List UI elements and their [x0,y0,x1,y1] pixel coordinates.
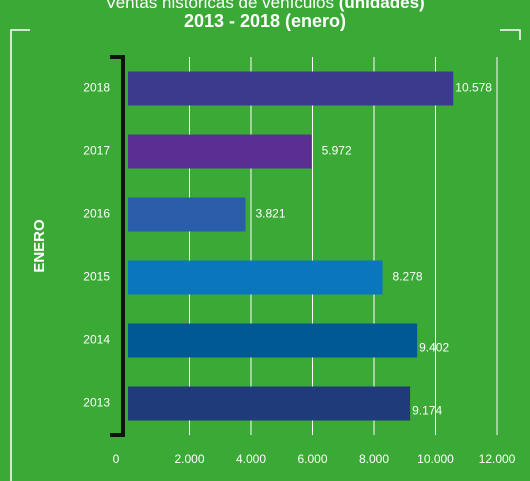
frame [10,29,521,481]
bracket [110,55,125,437]
bar [128,197,246,232]
chart-subtitle: 2013 - 2018 (enero) [184,11,346,31]
y-axis-label: ENERO [31,219,48,273]
value-label: 5.972 [322,144,352,158]
y-tick-label: 2016 [83,207,110,221]
value-label: 10.578 [455,81,492,95]
value-label: 9.402 [419,341,449,355]
y-tick-label: 2013 [83,396,110,410]
bar [128,134,312,169]
x-tick-label: 2.000 [174,452,204,466]
y-tick-label: 2017 [83,144,110,158]
chart-title: Ventas históricas de vehículos (unidades… [105,0,424,12]
bar [128,323,418,358]
title-text: Ventas históricas de vehículos [105,0,334,12]
x-tick-label: 8.000 [359,452,389,466]
title-unit: (unidades) [339,0,425,12]
y-tick-label: 2015 [83,270,110,284]
x-tick-label: 6.000 [297,452,327,466]
value-label: 9.174 [412,404,442,418]
y-tick-label: 2018 [83,81,110,95]
x-tick-label: 10.000 [417,452,454,466]
value-label: 8.278 [393,270,423,284]
x-tick-label: 4.000 [236,452,266,466]
y-tick-label: 2014 [83,333,110,347]
bar [128,71,454,106]
bar [128,260,383,295]
x-tick-label: 0 [113,452,120,466]
value-label: 3.821 [255,207,285,221]
x-tick-label: 12.000 [479,452,516,466]
bar [128,386,411,421]
